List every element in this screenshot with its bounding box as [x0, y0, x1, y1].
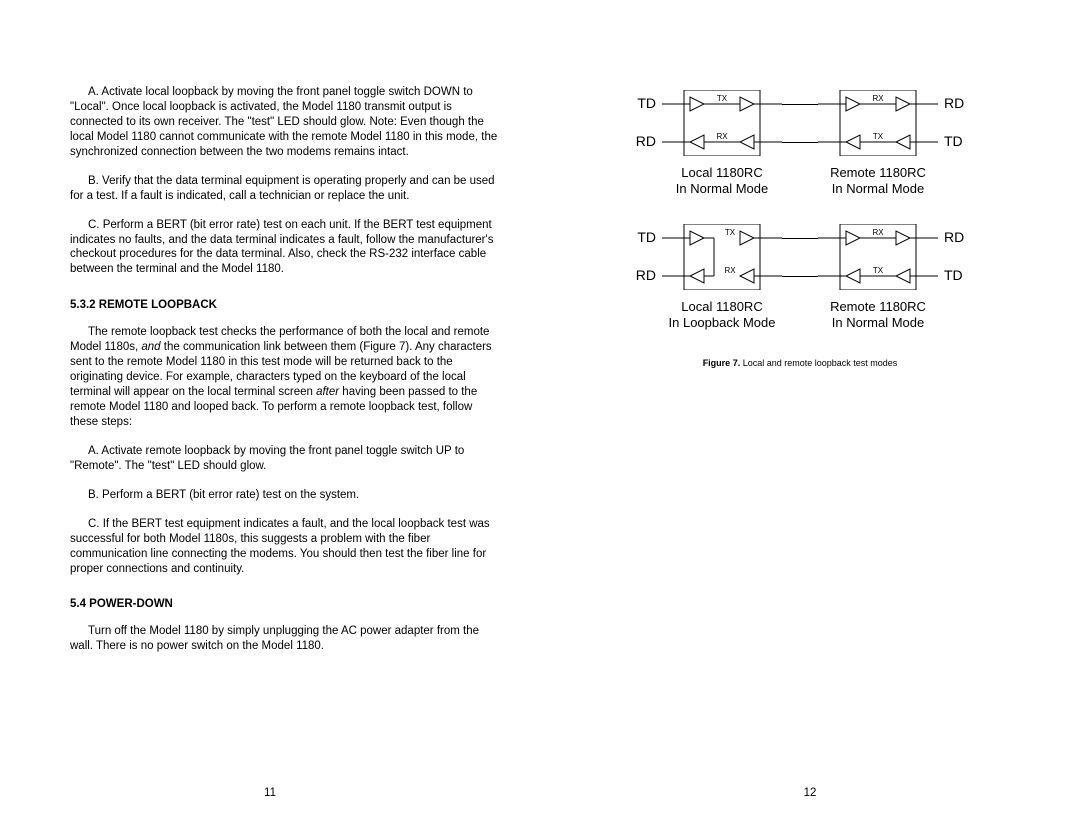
- para-local-b: B. Verify that the data terminal equipme…: [70, 174, 500, 204]
- remote-box-svg-2: RX TX: [818, 224, 938, 290]
- label-td: TD: [944, 134, 963, 148]
- heading-power-down: 5.4 POWER-DOWN: [70, 598, 500, 610]
- svg-text:RX: RX: [872, 228, 884, 237]
- remote-unit-1: RX TX Remote 1180RC In Normal Mode: [818, 90, 938, 196]
- para-power-down: Turn off the Model 1180 by simply unplug…: [70, 624, 500, 654]
- right-signals-2: RD TD: [944, 224, 972, 282]
- right-page: TD RD TX: [540, 0, 1080, 834]
- remote-box-svg-1: RX TX: [818, 90, 938, 156]
- label-td: TD: [637, 230, 656, 244]
- svg-text:RX: RX: [872, 94, 884, 103]
- remote-labels-2: Remote 1180RC In Normal Mode: [818, 299, 938, 330]
- diagram-row-1: TD RD TX: [580, 90, 1020, 196]
- remote-intro-italic1: and: [141, 341, 160, 353]
- remote-intro-italic2: after: [316, 386, 339, 398]
- left-signals-2: TD RD: [628, 224, 656, 282]
- label-rd: RD: [636, 268, 656, 282]
- tx-label: TX: [717, 94, 728, 103]
- svg-text:TX: TX: [725, 228, 736, 237]
- para-remote-b: B. Perform a BERT (bit error rate) test …: [70, 488, 500, 503]
- para-remote-intro: The remote loopback test checks the perf…: [70, 325, 500, 430]
- local-title-1: Local 1180RC: [662, 165, 782, 181]
- link-1: [782, 90, 818, 150]
- remote-title-2: Remote 1180RC: [818, 299, 938, 315]
- svg-text:TX: TX: [873, 132, 884, 141]
- label-rd: RD: [636, 134, 656, 148]
- para-remote-c: C. If the BERT test equipment indicates …: [70, 517, 500, 577]
- svg-text:TX: TX: [873, 266, 884, 275]
- fig-rest: Local and remote loopback test modes: [740, 358, 897, 368]
- heading-remote-loopback: 5.3.2 REMOTE LOOPBACK: [70, 299, 500, 311]
- remote-title-1: Remote 1180RC: [818, 165, 938, 181]
- left-signals-1: TD RD: [628, 90, 656, 148]
- diagram-row-2: TD RD TX RX: [580, 224, 1020, 330]
- local-mode-1: In Normal Mode: [662, 181, 782, 197]
- diagrams-container: TD RD TX: [580, 90, 1020, 368]
- local-mode-2: In Loopback Mode: [662, 315, 782, 331]
- remote-labels-1: Remote 1180RC In Normal Mode: [818, 165, 938, 196]
- para-local-a: A. Activate local loopback by moving the…: [70, 85, 500, 160]
- local-labels-1: Local 1180RC In Normal Mode: [662, 165, 782, 196]
- label-rd: RD: [944, 96, 964, 110]
- remote-mode-1: In Normal Mode: [818, 181, 938, 197]
- label-td: TD: [637, 96, 656, 110]
- remote-mode-2: In Normal Mode: [818, 315, 938, 331]
- remote-unit-2: RX TX Remote 1180RC In Normal Mode: [818, 224, 938, 330]
- local-box-svg-2: TX RX: [662, 224, 782, 290]
- label-rd: RD: [944, 230, 964, 244]
- right-signals-1: RD TD: [944, 90, 972, 148]
- page-number-right: 12: [804, 787, 817, 799]
- figure-caption: Figure 7. Local and remote loopback test…: [580, 358, 1020, 368]
- local-box-svg-1: TX RX: [662, 90, 782, 156]
- local-title-2: Local 1180RC: [662, 299, 782, 315]
- link-2: [782, 224, 818, 284]
- fig-bold: Figure 7.: [703, 358, 741, 368]
- svg-text:RX: RX: [724, 266, 736, 275]
- para-remote-a: A. Activate remote loopback by moving th…: [70, 444, 500, 474]
- local-unit-2: TX RX Local 1180RC In Loopback: [662, 224, 782, 330]
- rx-label: RX: [716, 132, 728, 141]
- page-number-left: 11: [264, 787, 276, 799]
- para-local-c: C. Perform a BERT (bit error rate) test …: [70, 218, 500, 278]
- left-page: A. Activate local loopback by moving the…: [0, 0, 540, 834]
- label-td: TD: [944, 268, 963, 282]
- local-labels-2: Local 1180RC In Loopback Mode: [662, 299, 782, 330]
- local-unit-1: TX RX Local 1180RC In Normal Mode: [662, 90, 782, 196]
